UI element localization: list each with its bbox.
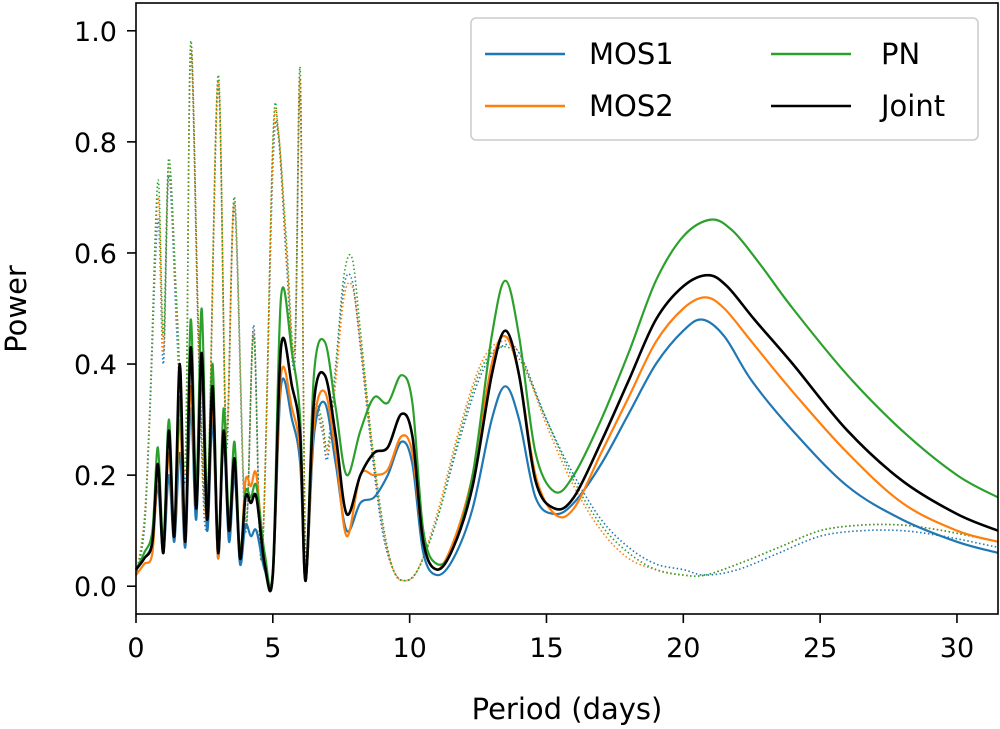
y-axis-label: Power xyxy=(0,265,33,353)
y-tick-label: 0.8 xyxy=(74,128,117,159)
y-tick-label: 0.0 xyxy=(74,572,117,603)
x-tick-label: 15 xyxy=(529,633,563,664)
y-tick-label: 1.0 xyxy=(74,17,117,48)
series-layer xyxy=(134,40,999,593)
x-tick-label: 0 xyxy=(127,633,144,664)
series-pn xyxy=(135,218,999,589)
x-axis-label: Period (days) xyxy=(472,692,663,726)
series-pn-dotted xyxy=(135,40,999,582)
ticks-layer: 0 5 10 15 20 25 30 0.0 0.2 0.4 0.6 0.8 1.0 xyxy=(74,17,974,664)
legend-label-pn: PN xyxy=(881,37,920,71)
legend: MOS1 MOS2 PN Joint xyxy=(470,17,979,141)
y-tick-label: 0.4 xyxy=(74,350,117,381)
legend-label-mos1: MOS1 xyxy=(589,37,674,71)
x-tick-label: 10 xyxy=(392,633,426,664)
x-tick-label: 20 xyxy=(666,633,700,664)
legend-label-joint: Joint xyxy=(879,89,945,123)
series-mos1-dotted xyxy=(135,51,999,582)
legend-label-mos2: MOS2 xyxy=(589,89,674,123)
x-tick-label: 5 xyxy=(264,633,281,664)
x-tick-label: 25 xyxy=(803,633,837,664)
x-tick-label: 30 xyxy=(940,633,974,664)
y-tick-label: 0.2 xyxy=(74,461,117,492)
y-tick-label: 0.6 xyxy=(74,239,117,270)
plot-frame xyxy=(135,2,999,615)
legend-frame xyxy=(470,17,979,141)
series-mos2-dotted xyxy=(135,45,999,582)
series-joint xyxy=(134,273,999,593)
